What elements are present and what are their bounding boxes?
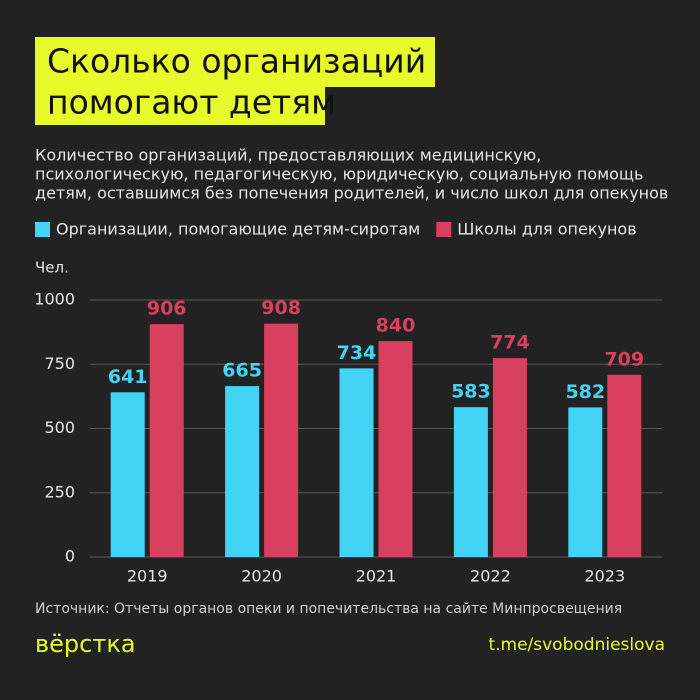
bar xyxy=(110,392,145,557)
bar xyxy=(339,368,374,557)
legend-label: Школы для опекунов xyxy=(457,220,636,239)
legend-swatch xyxy=(35,222,50,237)
bar xyxy=(607,374,642,557)
subtitle: психологическую, педагогическую, юридиче… xyxy=(35,165,643,184)
value-label: 641 xyxy=(108,366,148,388)
bar xyxy=(492,358,527,557)
chart-title: помогают детям xyxy=(47,83,336,122)
value-label: 908 xyxy=(261,297,301,319)
brand-logo: вёрстка xyxy=(35,630,136,658)
subtitle: Количество организаций, предоставляющих … xyxy=(35,146,541,165)
title-box xyxy=(35,85,325,125)
value-label: 582 xyxy=(565,381,605,403)
x-tick-label: 2021 xyxy=(356,567,397,586)
value-label: 665 xyxy=(222,360,262,382)
chart-title: Сколько организаций xyxy=(47,42,426,81)
bar xyxy=(378,341,413,557)
value-label: 906 xyxy=(147,298,187,320)
value-label: 583 xyxy=(451,381,491,403)
x-tick-label: 2022 xyxy=(470,567,511,586)
source: Источник: Отчеты органов опеки и попечит… xyxy=(35,601,622,617)
bar xyxy=(149,324,184,557)
value-label: 840 xyxy=(376,315,416,337)
y-tick-label: 750 xyxy=(44,354,75,373)
x-tick-label: 2020 xyxy=(241,567,282,586)
title-box xyxy=(35,37,435,87)
y-tick-label: 250 xyxy=(44,482,75,501)
bar xyxy=(453,407,488,557)
value-label: 709 xyxy=(604,348,644,370)
legend-label: Организации, помогающие детям-сиротам xyxy=(56,220,420,239)
y-tick-label: 0 xyxy=(65,547,75,566)
y-tick-label: 1000 xyxy=(34,290,75,309)
y-tick-label: 500 xyxy=(44,418,75,437)
bar xyxy=(225,386,260,557)
subtitle: детям, оставшимся без попечения родителе… xyxy=(35,184,668,203)
legend-swatch xyxy=(436,222,452,237)
value-label: 734 xyxy=(337,342,377,364)
bar xyxy=(264,323,299,557)
link: t.me/svobodnieslova xyxy=(488,635,665,655)
y-axis-label: Чел. xyxy=(35,259,69,277)
x-tick-label: 2023 xyxy=(584,567,625,586)
bar xyxy=(568,407,603,557)
value-label: 774 xyxy=(490,332,530,354)
x-tick-label: 2019 xyxy=(127,567,168,586)
